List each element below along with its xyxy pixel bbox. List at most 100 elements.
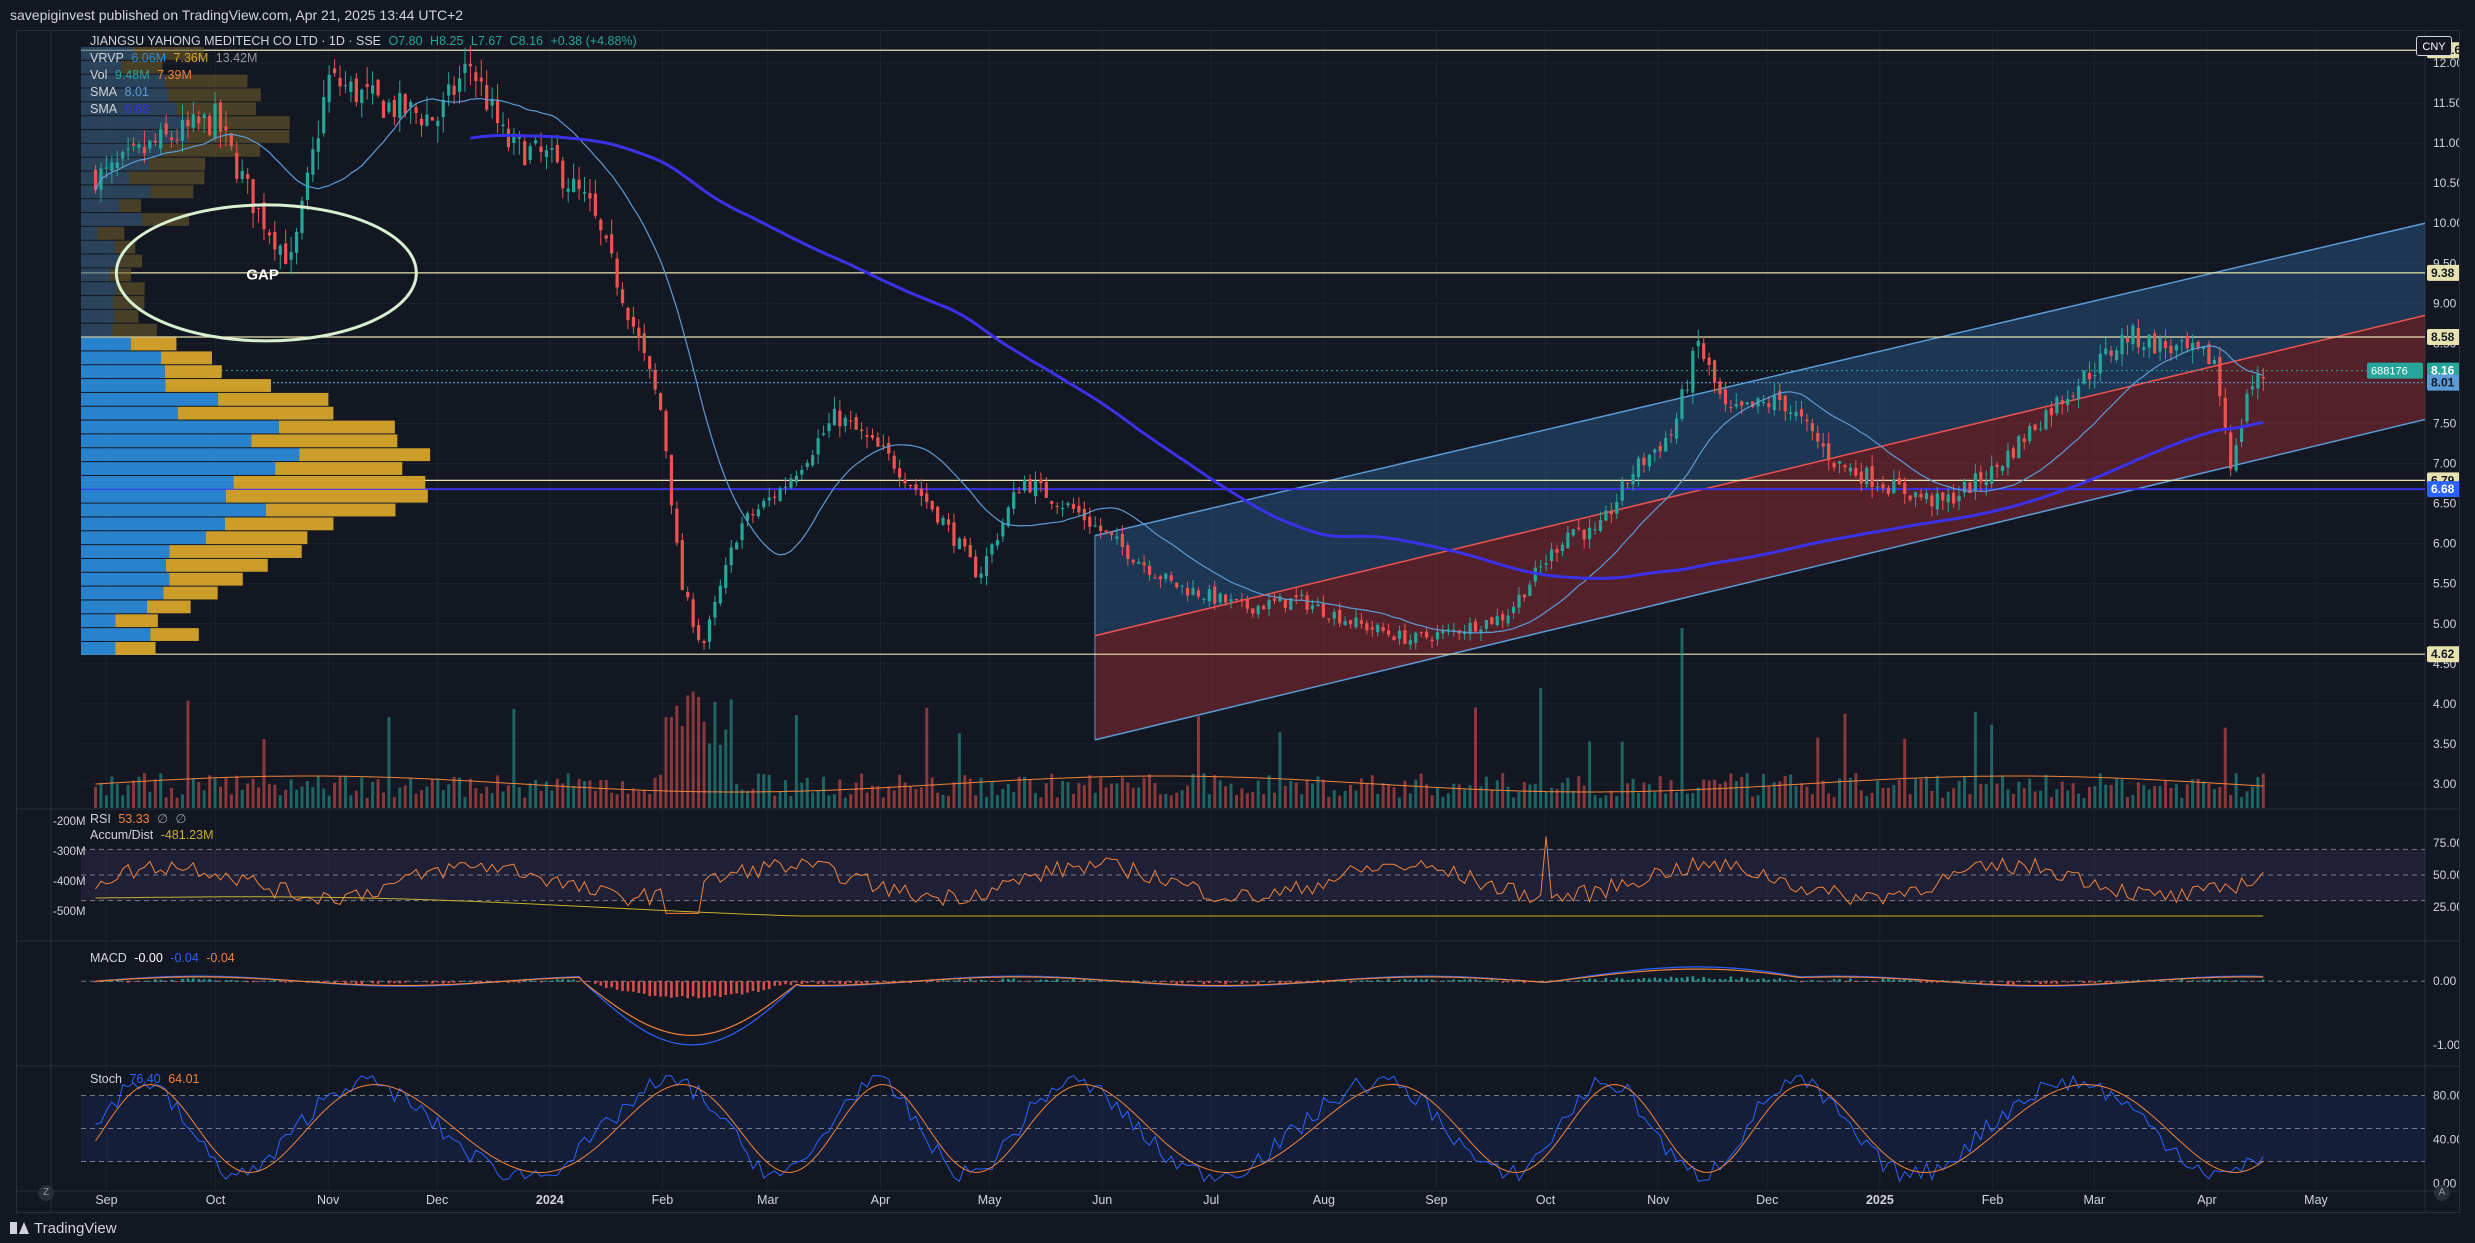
volume-bar bbox=[697, 696, 701, 808]
vrvp-label: VRVP bbox=[90, 51, 124, 65]
volume-bar bbox=[604, 779, 608, 808]
volume-bar bbox=[2185, 784, 2189, 808]
vrvp-bar-down bbox=[162, 143, 261, 157]
gap-ellipse bbox=[114, 203, 418, 343]
volume-bar bbox=[1234, 794, 1238, 808]
macd-legend[interactable]: MACD -0.00 -0.04 -0.04 bbox=[90, 950, 239, 967]
legend-sma2-row[interactable]: SMA 6.68 bbox=[90, 101, 641, 118]
candle-body bbox=[2022, 438, 2026, 443]
volume-bar bbox=[1028, 779, 1032, 808]
candle-body bbox=[495, 99, 500, 124]
candle-body bbox=[1718, 381, 1722, 394]
volume-bar bbox=[506, 785, 510, 808]
currency-button[interactable]: CNY bbox=[2416, 36, 2452, 56]
macd-hist-bar bbox=[1821, 981, 1825, 982]
candle-body bbox=[783, 486, 788, 488]
stoch-legend[interactable]: Stoch 76.40 64.01 bbox=[90, 1071, 204, 1088]
candle-body bbox=[148, 140, 152, 149]
vrvp-bar-down bbox=[169, 572, 243, 586]
macd-hist-bar bbox=[393, 981, 396, 984]
macd-hist-bar bbox=[1794, 980, 1798, 982]
legend-vol-row[interactable]: Vol 9.48M 7.39M bbox=[90, 67, 641, 84]
volume-bar bbox=[860, 773, 864, 808]
candle-body bbox=[610, 234, 614, 254]
macd-hist-bar bbox=[871, 980, 874, 982]
candle-body bbox=[419, 118, 424, 126]
macd-hist-bar bbox=[1159, 981, 1162, 983]
candle-body bbox=[713, 601, 717, 618]
ad-legend[interactable]: Accum/Dist -481.23M bbox=[90, 827, 218, 844]
candle-body bbox=[1414, 632, 1418, 643]
macd-hist-bar bbox=[1800, 981, 1803, 983]
price-chart[interactable]: Sep Oct Nov Dec 2024 Feb Mar Apr May Jun Jul Aug Sep… bbox=[17, 31, 2459, 1212]
volume-bar bbox=[1832, 797, 1836, 808]
macd-hist-bar bbox=[1419, 979, 1423, 982]
ticker-badge bbox=[2367, 362, 2423, 379]
volume-bar bbox=[191, 777, 195, 808]
volume-bar bbox=[1582, 785, 1586, 808]
x-tick-label: Dec bbox=[426, 1193, 448, 1207]
candle-body bbox=[745, 513, 750, 521]
candle-body bbox=[968, 545, 972, 558]
macd-hist-bar bbox=[355, 981, 358, 984]
volume-bar bbox=[1343, 791, 1347, 808]
macd-hist-bar bbox=[2158, 980, 2162, 982]
candle-body bbox=[908, 485, 913, 487]
zoom-icon[interactable]: Z bbox=[38, 1185, 54, 1201]
macd-hist-bar bbox=[1104, 980, 1108, 982]
macd-hist-bar bbox=[1468, 979, 1472, 982]
candle-body bbox=[838, 410, 842, 427]
chart-frame[interactable]: Sep Oct Nov Dec 2024 Feb Mar Apr May Jun Jul Aug Sep… bbox=[16, 30, 2460, 1213]
candle-body bbox=[675, 508, 679, 543]
auto-scale-icon[interactable]: A bbox=[2434, 1185, 2450, 1201]
candle-body bbox=[2076, 386, 2081, 400]
legend-vrvp-row[interactable]: VRVP 6.06M 7.36M 13.42M bbox=[90, 50, 641, 67]
vrvp-bar-up bbox=[81, 351, 162, 365]
vrvp-bar-up bbox=[81, 185, 150, 199]
macd-hist-bar bbox=[1099, 981, 1102, 982]
vrvp-bar-down bbox=[149, 185, 194, 199]
volume-bar bbox=[1767, 786, 1771, 808]
macd-hist-bar bbox=[594, 981, 597, 984]
macd-hist-bar bbox=[2213, 980, 2216, 982]
rsi-legend[interactable]: RSI 53.33 ∅ ∅ bbox=[90, 811, 190, 828]
vrvp-bar-up bbox=[81, 434, 252, 448]
candle-body bbox=[1370, 627, 1374, 630]
macd-hist-bar bbox=[1083, 979, 1086, 982]
volume-bar bbox=[784, 780, 788, 808]
volume-bar bbox=[789, 796, 793, 808]
candle-body bbox=[1636, 458, 1641, 478]
candle-body bbox=[2049, 407, 2054, 416]
volume-bar bbox=[2060, 781, 2064, 808]
volume-bar bbox=[213, 778, 217, 808]
macd-hist-bar bbox=[523, 980, 527, 982]
macd-hist-bar bbox=[990, 981, 994, 982]
candle-body bbox=[1305, 595, 1309, 610]
volume-bar bbox=[2120, 779, 2124, 808]
rsi-tick-label: 25.00 bbox=[2433, 900, 2459, 914]
macd-hist-bar bbox=[344, 981, 347, 984]
volume-bar bbox=[436, 778, 440, 808]
candle-body bbox=[1267, 600, 1271, 610]
volume-bar bbox=[1370, 775, 1374, 808]
macd-hist-bar bbox=[224, 980, 228, 982]
legend-sma1-row[interactable]: SMA 8.01 bbox=[90, 84, 641, 101]
x-tick-label: 2025 bbox=[1866, 1193, 1894, 1207]
macd-hist-bar bbox=[485, 980, 489, 982]
candle-body bbox=[93, 169, 98, 191]
volume-bar bbox=[1962, 776, 1966, 808]
volume-bar bbox=[1495, 780, 1499, 808]
vrvp-bar-down bbox=[141, 213, 190, 226]
volume-bar bbox=[1321, 779, 1325, 808]
volume-bar bbox=[322, 788, 326, 808]
volume-bar bbox=[1354, 790, 1358, 808]
candle-body bbox=[718, 585, 722, 604]
candle-body bbox=[1213, 586, 1217, 604]
macd-hist-bar bbox=[1859, 981, 1863, 982]
macd-hist-bar bbox=[952, 980, 956, 982]
volume-bar bbox=[919, 787, 923, 808]
volume-bar bbox=[1745, 773, 1749, 808]
price-label-text: 6.68 bbox=[2431, 482, 2455, 496]
candle-body bbox=[2060, 400, 2064, 405]
candle-body bbox=[887, 442, 891, 454]
